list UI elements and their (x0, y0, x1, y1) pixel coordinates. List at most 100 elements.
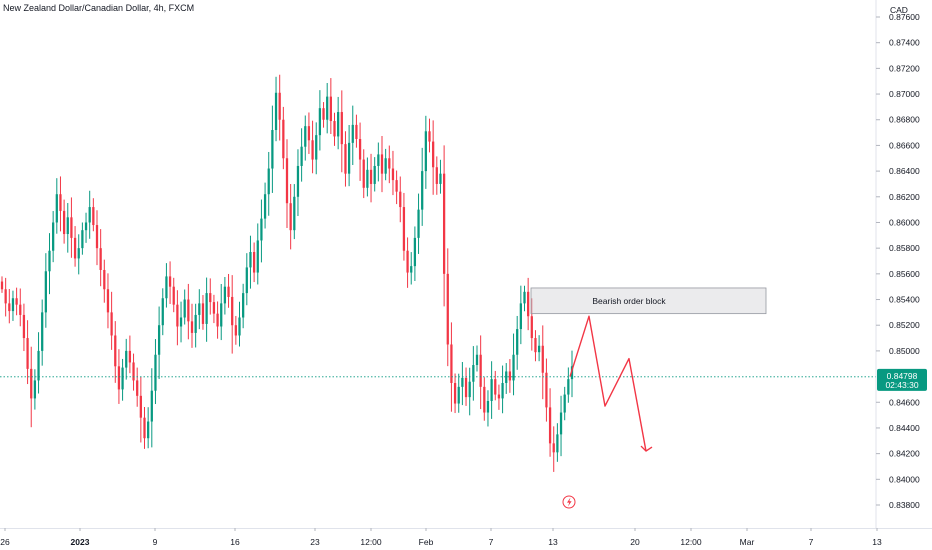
candle-body (114, 335, 117, 367)
candle-body (486, 400, 490, 413)
candles (0, 74, 574, 472)
candle-body (92, 207, 95, 226)
candle-body (176, 304, 179, 327)
current-price-label: 0.84798 (887, 371, 918, 381)
candle-body (483, 386, 486, 413)
candle-body (472, 365, 475, 382)
candle-body (428, 131, 431, 142)
price-tick-label: 0.86000 (889, 217, 920, 227)
candle-body (446, 273, 449, 345)
candle-body (278, 92, 281, 120)
candle-body (223, 286, 227, 304)
candle-body (417, 209, 420, 238)
candle-body (231, 296, 234, 326)
time-tick-label: Mar (740, 537, 755, 547)
price-tick-label: 0.83800 (889, 500, 920, 510)
candle-body (22, 314, 26, 339)
candle-body (384, 158, 387, 174)
candle-body (304, 126, 307, 147)
price-tick-label: 0.85600 (889, 269, 920, 279)
candle-body (537, 345, 541, 353)
candle-body (66, 217, 69, 235)
candle-body (267, 168, 270, 195)
time-tick-label: 12:00 (360, 537, 382, 547)
candle-body (377, 154, 380, 166)
candle-body (424, 131, 427, 172)
candle-body (30, 368, 33, 399)
candle-body (154, 354, 157, 391)
candle-body (209, 293, 212, 303)
candle-body (256, 240, 259, 273)
lightning-glyph-icon (567, 497, 572, 507)
candle-body (41, 312, 44, 351)
candle-body (369, 169, 373, 184)
candle-body (530, 316, 533, 339)
price-tick-label: 0.85200 (889, 320, 920, 330)
candle-body (139, 395, 142, 418)
candle-body (48, 250, 51, 272)
candle-body (432, 141, 435, 168)
candle-body (201, 303, 205, 324)
candle-body (205, 293, 208, 324)
candle-body (497, 394, 501, 399)
candle-body (165, 276, 168, 299)
candle-body (220, 303, 223, 327)
candle-body (168, 276, 172, 287)
candle-body (263, 194, 267, 219)
candle-body (95, 225, 99, 249)
candle-body (347, 142, 351, 174)
candle-body (136, 380, 139, 396)
candle-body (318, 108, 322, 136)
candle-body (475, 354, 479, 366)
projection-path[interactable] (569, 315, 647, 452)
candle-body (260, 218, 263, 241)
price-tick-label: 0.84000 (889, 474, 920, 484)
countdown-label: 02:43:30 (885, 380, 918, 390)
candle-body (15, 298, 18, 305)
candle-body (351, 124, 354, 143)
candle-body (413, 237, 417, 267)
candle-body (355, 124, 358, 139)
candle-body (373, 165, 376, 184)
candle-body (147, 421, 150, 439)
candle-body (242, 293, 245, 318)
price-tick-label: 0.86200 (889, 192, 920, 202)
price-tick-label: 0.84400 (889, 423, 920, 433)
candle-body (55, 194, 58, 223)
candle-body (70, 217, 73, 238)
candle-body (88, 207, 91, 223)
candle-body (315, 135, 318, 160)
candle-body (212, 302, 216, 314)
candle-body (534, 338, 537, 353)
time-tick-label: 23 (310, 537, 320, 547)
candle-body (391, 168, 395, 181)
price-tick-label: 0.84600 (889, 397, 920, 407)
candle-body (388, 158, 391, 169)
candle-body (37, 350, 40, 381)
candle-body (490, 379, 493, 401)
candle-body (128, 350, 132, 363)
candle-body (333, 121, 336, 137)
candle-body (77, 248, 80, 259)
candle-body (150, 390, 153, 422)
currency-label: CAD (890, 5, 908, 15)
candle-body (567, 379, 570, 395)
candle-body (59, 194, 62, 211)
time-tick-label: 7 (809, 537, 814, 547)
candle-body (125, 350, 128, 368)
candle-body (33, 380, 37, 399)
price-tick-label: 0.86400 (889, 166, 920, 176)
candle-body (366, 169, 369, 188)
time-tick-label: 2023 (71, 537, 90, 547)
candle-body (307, 126, 311, 141)
candle-body (285, 158, 289, 204)
order-block-label: Bearish order block (592, 296, 666, 306)
candle-body (512, 354, 515, 381)
order-block-rect[interactable] (530, 287, 767, 315)
candle-body (110, 312, 113, 336)
candle-body (541, 345, 544, 373)
time-tick-label: 16 (230, 537, 240, 547)
